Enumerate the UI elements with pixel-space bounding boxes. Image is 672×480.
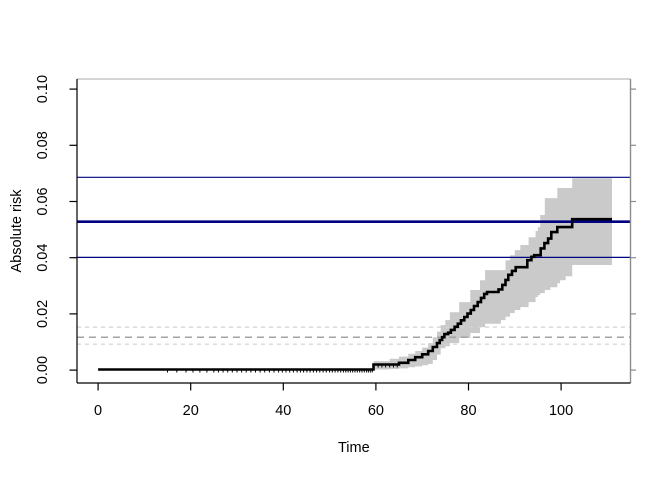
censor-mark xyxy=(217,368,219,373)
censor-mark xyxy=(285,368,287,373)
x-tick-label: 80 xyxy=(460,403,476,419)
censor-mark xyxy=(289,368,291,373)
censor-mark xyxy=(331,368,333,373)
censor-mark xyxy=(363,368,365,373)
censor-mark xyxy=(185,368,187,373)
censor-mark xyxy=(340,368,342,373)
censor-mark xyxy=(316,368,318,373)
confidence-band xyxy=(373,178,612,370)
censor-mark xyxy=(268,368,270,373)
x-tick-label: 60 xyxy=(368,403,384,419)
censor-mark xyxy=(352,368,354,373)
y-tick-label: 0.00 xyxy=(35,356,51,384)
censor-mark xyxy=(325,368,327,373)
censor-mark xyxy=(250,368,252,373)
censor-mark xyxy=(366,368,368,373)
censor-mark xyxy=(371,368,373,373)
censor-mark xyxy=(319,368,321,373)
y-tick-label: 0.06 xyxy=(35,187,51,215)
censor-mark xyxy=(299,368,301,373)
censor-mark xyxy=(385,363,387,368)
censor-mark xyxy=(296,368,298,373)
censor-mark xyxy=(278,368,280,373)
censor-mark xyxy=(389,363,391,368)
y-tick-label: 0.10 xyxy=(35,75,51,103)
censor-mark xyxy=(245,368,247,373)
censor-mark xyxy=(349,368,351,373)
y-tick-label: 0.04 xyxy=(35,244,51,272)
censor-mark xyxy=(292,368,294,373)
censor-mark xyxy=(334,368,336,373)
censor-mark xyxy=(367,368,369,373)
censor-mark xyxy=(259,368,261,373)
censor-mark xyxy=(231,368,233,373)
censor-mark xyxy=(377,363,379,368)
x-tick-label: 100 xyxy=(549,403,573,419)
censor-mark xyxy=(199,368,201,373)
censor-mark xyxy=(393,363,394,368)
x-tick-label: 20 xyxy=(183,403,199,419)
censor-mark xyxy=(369,368,371,373)
y-tick-label: 0.08 xyxy=(35,131,51,159)
censor-mark xyxy=(241,368,243,373)
censor-mark xyxy=(347,368,349,373)
censor-mark xyxy=(222,368,224,373)
censor-mark xyxy=(354,368,356,373)
censor-mark xyxy=(359,368,361,373)
censor-mark xyxy=(167,368,168,373)
censor-mark xyxy=(329,368,331,373)
y-tick-label: 0.02 xyxy=(35,300,51,328)
x-axis-label: Time xyxy=(338,440,370,456)
censor-mark xyxy=(192,368,194,373)
x-tick-label: 40 xyxy=(275,403,291,419)
censor-mark xyxy=(345,368,347,373)
censor-mark xyxy=(303,368,305,373)
censor-mark xyxy=(337,368,339,373)
censor-mark xyxy=(309,368,311,373)
absolute-risk-step-curve xyxy=(98,217,612,371)
censor-mark xyxy=(236,368,238,373)
censor-mark xyxy=(381,363,383,368)
censor-mark xyxy=(206,368,208,373)
censor-mark xyxy=(322,368,324,373)
censor-mark xyxy=(312,368,314,373)
censor-mark xyxy=(227,368,229,373)
censor-mark xyxy=(176,368,178,373)
censor-mark xyxy=(361,368,363,373)
x-tick-label: 0 xyxy=(94,403,102,419)
censor-mark xyxy=(306,368,308,373)
censor-mark xyxy=(273,368,275,373)
censor-mark xyxy=(264,368,266,373)
censor-mark xyxy=(396,363,398,368)
y-axis-label: Absolute risk xyxy=(9,189,25,273)
censor-mark xyxy=(281,368,283,373)
censor-mark xyxy=(342,368,344,373)
censor-mark xyxy=(213,368,215,373)
censor-mark xyxy=(255,368,256,373)
censor-mark xyxy=(356,368,358,373)
